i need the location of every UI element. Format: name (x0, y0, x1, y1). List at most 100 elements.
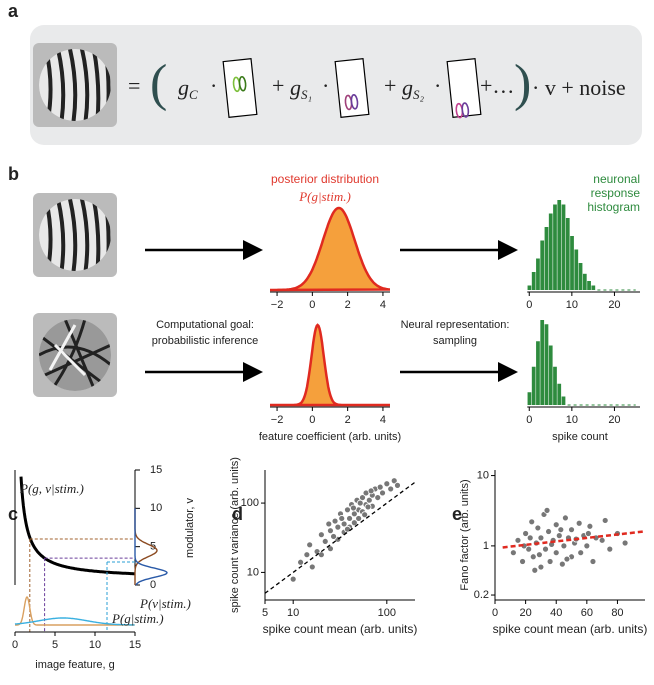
x-tick-label: 4 (380, 299, 386, 311)
histogram-bar (544, 227, 549, 290)
filter-card (446, 58, 482, 119)
histogram-bar (574, 249, 579, 290)
histogram-bar (565, 218, 570, 290)
histogram-bar (557, 200, 562, 290)
histogram-bar (536, 258, 540, 290)
point (308, 563, 316, 571)
x-tick-label: 0 (526, 299, 532, 311)
x-tick-label: 5 (52, 639, 58, 651)
y-tick-label: 0.2 (474, 589, 489, 601)
point (563, 555, 571, 563)
y-axis-label: spike count variance (arb. units) (229, 457, 241, 613)
card (334, 58, 370, 118)
x-tick-label: 60 (581, 607, 593, 619)
y-tick-label: 10 (247, 566, 259, 578)
histogram-title: response (591, 186, 641, 200)
panel-a-box (30, 25, 642, 145)
histogram-bar (578, 263, 583, 290)
x-tick-label: 5 (262, 607, 268, 619)
eq-symbol: · (322, 73, 329, 98)
point (560, 542, 568, 550)
y-tick-label: 0 (150, 579, 156, 591)
histogram-title: histogram (587, 200, 640, 214)
x-tick-label: 0 (309, 414, 315, 426)
point (525, 545, 533, 553)
point (306, 541, 314, 549)
point (383, 480, 391, 488)
point (331, 517, 339, 525)
x-tick-label: 4 (380, 414, 386, 426)
histogram-bar (527, 392, 532, 405)
x-tick-label: 0 (526, 414, 532, 426)
point (289, 575, 297, 583)
eq-term: g (402, 75, 413, 100)
card (446, 58, 482, 118)
y-axis-label: modulator, v (184, 498, 196, 558)
point (586, 522, 594, 530)
eq-subscript: S₁ (301, 87, 312, 102)
point (543, 506, 551, 514)
x-tick-label: 10 (566, 414, 578, 426)
x-tick-label: 0 (309, 299, 315, 311)
point (568, 526, 575, 534)
point (376, 483, 384, 491)
point (346, 515, 353, 522)
point (394, 481, 401, 489)
panel-label: a (8, 1, 19, 21)
histogram-bar (548, 345, 553, 405)
x-tick-label: 20 (608, 299, 620, 311)
point (379, 489, 386, 497)
x-tick-label: 10 (89, 639, 101, 651)
histogram-bar (553, 204, 557, 290)
x-axis-label: spike count mean (arb. units) (263, 622, 418, 636)
eq-symbol: ) (514, 55, 531, 112)
histogram-bar (544, 324, 549, 405)
point (601, 517, 609, 524)
x-axis-label: feature coefficient (arb. units) (259, 431, 401, 443)
point (535, 551, 543, 559)
point (350, 504, 357, 512)
x-tick-label: 20 (519, 607, 531, 619)
point (390, 477, 398, 485)
x-axis-label: spike count (552, 431, 608, 443)
histogram-bar (582, 273, 587, 290)
point (537, 563, 545, 571)
y-tick-label: 10 (477, 469, 489, 481)
eq-subscript: C (189, 87, 198, 102)
point (344, 506, 351, 514)
goal-text: probabilistic inference (152, 335, 258, 347)
y-tick-label: 15 (150, 464, 162, 476)
goal-text: Computational goal: (156, 319, 254, 331)
histogram-bar (570, 236, 574, 290)
point (367, 487, 375, 495)
filter (350, 94, 359, 110)
point (350, 519, 358, 527)
point (606, 545, 614, 553)
point (356, 499, 364, 507)
marginal-label: P(v|stim.) (139, 596, 191, 611)
point (519, 558, 526, 565)
filter (238, 75, 247, 92)
point (364, 503, 372, 511)
y-tick-label: 10 (150, 502, 162, 514)
y-tick-label: 1 (483, 540, 489, 552)
eq-symbol: + (272, 73, 284, 98)
point (575, 519, 583, 527)
marginal-g (14, 617, 135, 626)
identity-line (264, 481, 416, 594)
eq-symbol: = (128, 73, 140, 98)
point (514, 536, 522, 544)
point (338, 515, 346, 522)
histogram-title: neuronal (593, 172, 640, 186)
posterior-title: posterior distribution (271, 172, 379, 186)
histogram-bar (531, 272, 536, 290)
point (344, 525, 351, 533)
x-tick-label: 0 (492, 607, 498, 619)
x-tick-label: 100 (378, 607, 396, 619)
x-tick-label: 2 (345, 414, 351, 426)
point (562, 514, 569, 522)
point (526, 534, 534, 542)
filter-card (222, 58, 258, 118)
point (355, 515, 363, 522)
